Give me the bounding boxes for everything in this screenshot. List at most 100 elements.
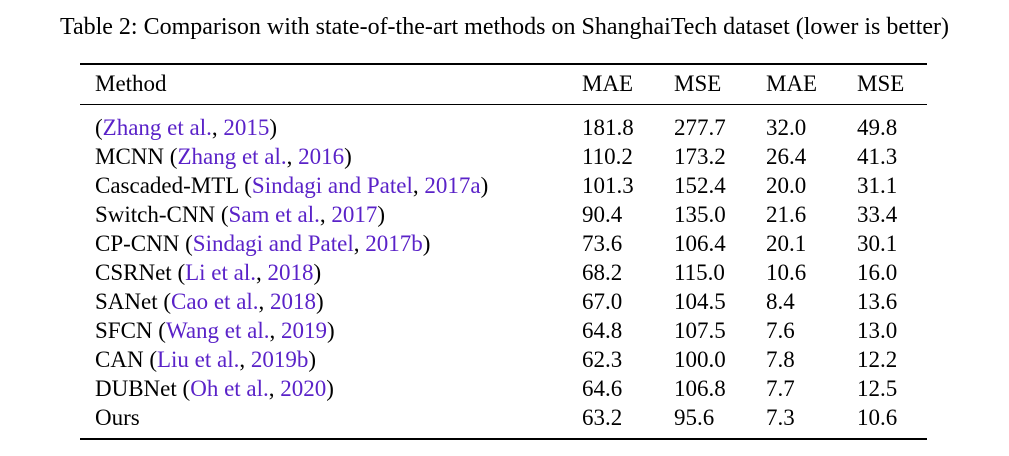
mse-value-a: 104.5 xyxy=(674,289,726,314)
mae-value-b: 8.4 xyxy=(766,289,795,314)
citation-open-paren: ( xyxy=(163,289,172,314)
mse-value-b: 16.0 xyxy=(857,260,898,285)
citation-author-link[interactable]: Sindagi and Patel xyxy=(251,173,413,198)
citation-close-paren: ) xyxy=(344,144,352,169)
citation-close-paren: ) xyxy=(326,376,334,401)
method-cell: CAN (Liu et al., 2019b) xyxy=(95,345,316,374)
citation-open-paren: ( xyxy=(177,260,186,285)
mse-value-a: 135.0 xyxy=(674,202,726,227)
citation-year-link[interactable]: 2020 xyxy=(280,376,327,401)
citation-year-link[interactable]: 2017a xyxy=(424,173,481,198)
mae-value-b: 32.0 xyxy=(766,115,807,140)
method-cell: Ours xyxy=(95,403,140,432)
mae-value-a: 64.8 xyxy=(582,318,623,343)
mse-value-b: 31.1 xyxy=(857,173,898,198)
table-caption: Table 2: Comparison with state-of-the-ar… xyxy=(59,14,950,40)
mse-value-b: 13.6 xyxy=(857,289,898,314)
citation-year-link[interactable]: 2016 xyxy=(298,144,345,169)
mae-value-a: 101.3 xyxy=(582,173,634,198)
header-method: Method xyxy=(95,71,167,96)
citation-year-link[interactable]: 2015 xyxy=(223,115,270,140)
table-row: Ours 63.2 95.6 7.3 10.6 xyxy=(0,403,1009,432)
citation-open-paren: ( xyxy=(169,144,178,169)
mae-value-a: 63.2 xyxy=(582,405,623,430)
citation-separator: , xyxy=(268,376,281,401)
table-row: (Zhang et al., 2015) 181.8 277.7 32.0 49.8 xyxy=(0,113,1009,142)
mse-value-a: 107.5 xyxy=(674,318,726,343)
citation-separator: , xyxy=(412,173,425,198)
method-cell: DUBNet (Oh et al., 2020) xyxy=(95,374,334,403)
citation-author-link[interactable]: Zhang et al. xyxy=(177,144,287,169)
citation-author-link[interactable]: Sindagi and Patel xyxy=(192,231,354,256)
citation-author-link[interactable]: Zhang et al. xyxy=(102,115,212,140)
mse-value-b: 33.4 xyxy=(857,202,898,227)
method-name: CSRNet xyxy=(95,260,178,285)
citation-separator: , xyxy=(353,231,366,256)
citation-year-link[interactable]: 2018 xyxy=(267,260,314,285)
mae-value-a: 73.6 xyxy=(582,231,623,256)
citation-year-link[interactable]: 2019 xyxy=(281,318,327,343)
mae-value-a: 90.4 xyxy=(582,202,623,227)
method-name: CP-CNN xyxy=(95,231,186,256)
method-cell: Cascaded-MTL (Sindagi and Patel, 2017a) xyxy=(95,171,488,200)
table-row: MCNN (Zhang et al., 2016) 110.2 173.2 26.4 4… xyxy=(0,142,1009,171)
method-name: CAN xyxy=(95,347,150,372)
table-row: SFCN (Wang et al., 2019) 64.8 107.5 7.6 13.0 xyxy=(0,316,1009,345)
mae-value-b: 7.6 xyxy=(766,318,795,343)
citation-separator: , xyxy=(239,347,251,372)
table-row: Switch-CNN (Sam et al., 2017) 90.4 135.0 21… xyxy=(0,200,1009,229)
method-name: Switch-CNN xyxy=(95,202,221,227)
citation-year-link[interactable]: 2019b xyxy=(250,347,309,372)
citation-open-paren: ( xyxy=(244,173,252,198)
citation-author-link[interactable]: Cao et al. xyxy=(171,289,259,314)
citation-close-paren: ) xyxy=(480,173,489,198)
citation-separator: , xyxy=(258,289,271,314)
method-cell: SANet (Cao et al., 2018) xyxy=(95,287,324,316)
citation-year-link[interactable]: 2017b xyxy=(365,231,423,256)
mae-value-a: 181.8 xyxy=(582,115,634,140)
mae-value-b: 20.0 xyxy=(766,173,807,198)
mae-value-b: 20.1 xyxy=(766,231,807,256)
table-bottom-rule xyxy=(80,438,927,440)
mae-value-b: 7.8 xyxy=(766,347,795,372)
mse-value-a: 106.4 xyxy=(674,231,726,256)
header-mae-part-a: MAE xyxy=(582,71,634,96)
citation-close-paren: ) xyxy=(327,318,335,343)
mse-value-a: 152.4 xyxy=(674,173,726,198)
mae-value-a: 62.3 xyxy=(582,347,623,372)
citation-separator: , xyxy=(211,115,224,140)
method-cell: Switch-CNN (Sam et al., 2017) xyxy=(95,200,385,229)
citation-year-link[interactable]: 2017 xyxy=(331,202,378,227)
citation-author-link[interactable]: Liu et al. xyxy=(156,347,240,372)
citation-author-link[interactable]: Sam et al. xyxy=(228,202,320,227)
header-mse-part-a: MSE xyxy=(674,71,722,96)
mae-value-b: 7.3 xyxy=(766,405,795,430)
citation-close-paren: ) xyxy=(422,231,431,256)
citation-open-paren: ( xyxy=(149,347,157,372)
citation-author-link[interactable]: Wang et al. xyxy=(165,318,270,343)
table-row: CSRNet (Li et al., 2018) 68.2 115.0 10.6 16.… xyxy=(0,258,1009,287)
mse-value-b: 12.2 xyxy=(857,347,898,372)
mse-value-b: 49.8 xyxy=(857,115,898,140)
table-row: CP-CNN (Sindagi and Patel, 2017b) 73.6 106… xyxy=(0,229,1009,258)
citation-year-link[interactable]: 2018 xyxy=(270,289,317,314)
citation-separator: , xyxy=(286,144,299,169)
citation-open-paren: ( xyxy=(158,318,166,343)
method-name: SFCN xyxy=(95,318,159,343)
method-cell: SFCN (Wang et al., 2019) xyxy=(95,316,335,345)
mae-value-a: 67.0 xyxy=(582,289,623,314)
citation-open-paren: ( xyxy=(95,115,103,140)
mse-value-b: 41.3 xyxy=(857,144,898,169)
method-cell: MCNN (Zhang et al., 2016) xyxy=(95,142,352,171)
citation-author-link[interactable]: Oh et al. xyxy=(190,376,269,401)
citation-author-link[interactable]: Li et al. xyxy=(185,260,256,285)
mse-value-a: 95.6 xyxy=(674,405,715,430)
citation-separator: , xyxy=(269,318,281,343)
method-cell: (Zhang et al., 2015) xyxy=(95,113,277,142)
method-cell: CSRNet (Li et al., 2018) xyxy=(95,258,321,287)
citation-close-paren: ) xyxy=(269,115,278,140)
method-cell: CP-CNN (Sindagi and Patel, 2017b) xyxy=(95,229,430,258)
citation-close-paren: ) xyxy=(308,347,317,372)
table-row: CAN (Liu et al., 2019b) 62.3 100.0 7.8 12.2 xyxy=(0,345,1009,374)
mae-value-b: 21.6 xyxy=(766,202,807,227)
